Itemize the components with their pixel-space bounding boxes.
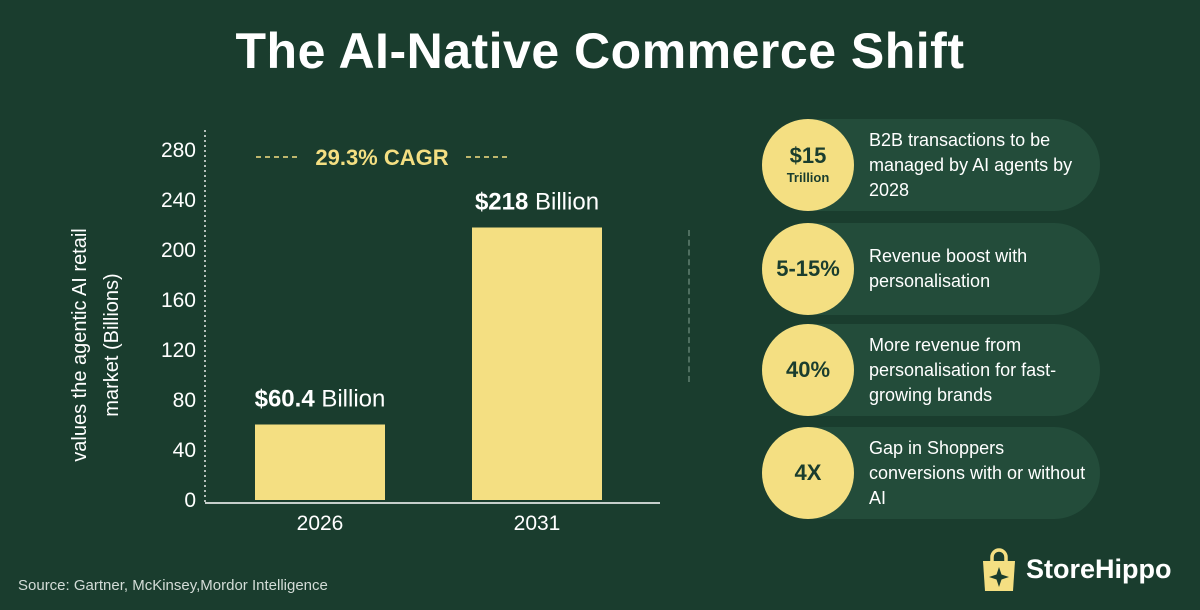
stat-item: 40% More revenue from personalisation fo… [762, 324, 1100, 416]
y-axis-label-line: values the agentic AI retail [69, 228, 91, 461]
y-tick-label: 120 [161, 339, 196, 362]
divider [688, 230, 690, 382]
cagr-label: 29.3% CAGR [315, 145, 448, 170]
bar-value-amount: $60.4 [255, 386, 316, 413]
bar-value-amount: $218 [475, 189, 528, 216]
y-tick-label: 80 [173, 389, 196, 412]
stat-text: Revenue boost with personalisation [869, 246, 1028, 291]
y-tick-label: 200 [161, 239, 196, 262]
page-title: The AI-Native Commerce Shift [235, 23, 965, 79]
stat-badge: $15 Trillion [762, 119, 854, 211]
y-tick-label: 160 [161, 289, 196, 312]
bar-value-label: $60.4 Billion [255, 386, 386, 413]
source-note: Source: Gartner, McKinsey,Mordor Intelli… [18, 577, 328, 594]
y-axis-ticks: 0 40 80 120 160 200 240 280 [161, 139, 196, 512]
y-tick-label: 280 [161, 139, 196, 162]
bar-value-label: $218 Billion [475, 189, 599, 216]
shopping-bag-sparkle-icon [983, 548, 1015, 591]
x-category-label: 2026 [297, 512, 344, 535]
stat-value: 4X [794, 460, 822, 485]
logo-text: StoreHippo [1026, 554, 1172, 584]
y-tick-label: 40 [173, 439, 196, 462]
bar-value-unit: Billion [528, 189, 599, 216]
stat-badge: 4X [762, 427, 854, 519]
stat-text: More revenue from personalisation for fa… [869, 334, 1057, 405]
bar-value-unit: Billion [315, 386, 386, 413]
x-category-label: 2031 [514, 512, 561, 535]
storehippo-logo[interactable]: StoreHippo [980, 543, 1195, 598]
stat-item: 4X Gap in Shoppers conversions with or w… [762, 427, 1100, 519]
stat-text: B2B transactions to be managed by AI age… [869, 129, 1073, 200]
stat-item: 5-15% Revenue boost with personalisation [762, 223, 1100, 315]
y-axis-label-line: market (Billions) [101, 273, 123, 416]
stat-value: $15 [789, 143, 827, 168]
y-axis-label: values the agentic AI retail market (Bill… [69, 228, 123, 461]
cagr-annotation: 29.3% CAGR [256, 145, 508, 170]
bar-2031 [472, 227, 602, 500]
bars: 2026 $60.4 Billion 2031 $218 Billion [255, 189, 602, 535]
stat-unit: Trillion [786, 170, 830, 185]
stat-badge: 40% [762, 324, 854, 416]
stat-value: 5-15% [776, 256, 840, 281]
stat-badge: 5-15% [762, 223, 854, 315]
y-tick-label: 0 [184, 489, 196, 512]
stat-item: $15 Trillion B2B transactions to be mana… [762, 119, 1100, 211]
bar-2026 [255, 424, 385, 500]
bar-chart: 0 40 80 120 160 200 240 280 values the agentic … [69, 130, 660, 535]
stat-text: Gap in Shoppers conversions with or with… [869, 437, 1086, 508]
y-tick-label: 240 [161, 189, 196, 212]
stat-value: 40% [785, 357, 831, 382]
